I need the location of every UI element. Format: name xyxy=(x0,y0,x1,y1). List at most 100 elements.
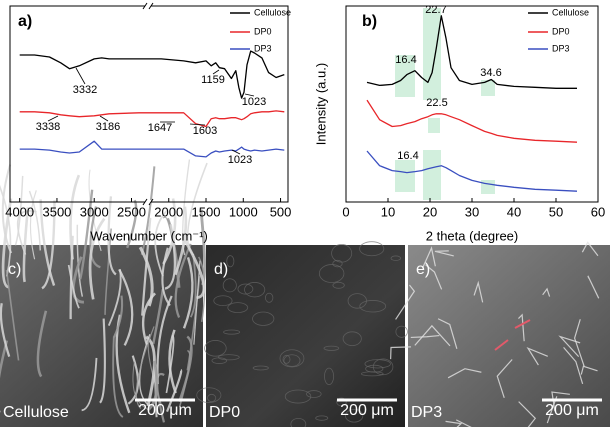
texture xyxy=(29,190,37,260)
texture xyxy=(99,318,106,404)
texture xyxy=(473,280,484,303)
annotation-arrow xyxy=(231,149,241,155)
texture xyxy=(67,264,80,309)
x-tick-label: 2000 xyxy=(154,204,183,219)
texture xyxy=(222,278,237,293)
spectrum-line xyxy=(366,99,578,143)
texture xyxy=(174,243,192,318)
texture xyxy=(154,209,168,277)
texture xyxy=(345,409,364,423)
texture xyxy=(580,365,598,375)
annotation: 1647 xyxy=(148,122,172,134)
texture xyxy=(16,210,37,255)
legend-label: DP0 xyxy=(254,26,272,36)
texture xyxy=(226,255,235,268)
x-axis-label: Wavenumber (cm⁻¹) xyxy=(90,228,208,243)
texture xyxy=(315,415,329,421)
texture xyxy=(364,359,391,369)
texture xyxy=(152,289,164,345)
annotation: 22.7 xyxy=(425,4,446,16)
spectrum-line xyxy=(19,110,285,128)
texture xyxy=(542,287,551,297)
caption: DP3 xyxy=(411,404,442,421)
annotation: 3332 xyxy=(73,84,97,96)
texture xyxy=(558,335,581,358)
peak-highlights xyxy=(395,8,495,200)
x-tick-label: 0 xyxy=(342,204,349,219)
texture xyxy=(336,397,347,407)
texture xyxy=(252,311,275,326)
annotation: 1023 xyxy=(228,154,252,166)
texture xyxy=(332,259,343,268)
texture xyxy=(447,368,482,379)
annotation: 3338 xyxy=(36,121,60,133)
caption: DP0 xyxy=(209,404,240,421)
texture xyxy=(518,401,537,427)
texture xyxy=(518,313,525,342)
texture xyxy=(164,223,176,290)
texture xyxy=(141,217,152,316)
axis-break-gap xyxy=(145,200,151,204)
spectrum-line xyxy=(366,15,577,89)
x-tick-label: 1500 xyxy=(192,204,221,219)
legend-label: Cellulose xyxy=(254,7,291,17)
texture xyxy=(113,295,124,338)
texture xyxy=(174,206,188,276)
x-tick-label: 3500 xyxy=(42,204,71,219)
texture xyxy=(88,217,106,300)
texture xyxy=(390,346,411,360)
texture xyxy=(390,255,402,261)
texture xyxy=(223,329,241,335)
sem-image xyxy=(206,245,405,427)
annotation: 1159 xyxy=(201,74,225,86)
panel-label: a) xyxy=(18,13,32,30)
sem-image xyxy=(0,245,203,427)
texture xyxy=(434,250,454,257)
x-tick-label: 2500 xyxy=(117,204,146,219)
legend-label: Cellulose xyxy=(552,7,589,17)
annotation: 3186 xyxy=(96,121,120,133)
texture xyxy=(318,264,345,283)
arrow xyxy=(494,339,509,351)
axis-break-gap xyxy=(145,4,151,8)
texture xyxy=(1,198,13,289)
annotation-arrow xyxy=(47,115,59,122)
texture xyxy=(342,331,362,346)
annotation-arrow xyxy=(75,67,86,85)
texture xyxy=(81,357,98,412)
y-axis-label: Intensity (a.u.) xyxy=(313,63,328,145)
texture xyxy=(183,238,206,300)
texture xyxy=(189,256,197,318)
texture xyxy=(0,340,9,413)
x-tick-label: 50 xyxy=(549,204,563,219)
texture xyxy=(410,334,440,339)
legend-label: DP0 xyxy=(552,26,570,36)
panel-label: d) xyxy=(214,261,228,278)
texture xyxy=(563,346,584,385)
texture xyxy=(323,345,340,351)
texture xyxy=(211,357,228,364)
spectrum-line xyxy=(19,50,285,99)
x-tick-label: 500 xyxy=(270,204,292,219)
x-tick-label: 40 xyxy=(507,204,521,219)
x-tick-label: 20 xyxy=(423,204,437,219)
panel-label: b) xyxy=(362,13,377,30)
texture xyxy=(178,335,193,403)
texture xyxy=(455,419,472,427)
texture xyxy=(168,329,177,394)
texture xyxy=(39,199,56,286)
annotation: 16.4 xyxy=(397,150,418,162)
annotation-arrow xyxy=(212,69,220,75)
texture xyxy=(207,393,217,403)
texture xyxy=(104,228,112,315)
texture xyxy=(69,174,81,260)
legend-label: DP3 xyxy=(254,43,272,53)
texture xyxy=(1,164,13,254)
texture xyxy=(146,360,159,412)
texture xyxy=(395,325,408,338)
texture xyxy=(22,207,30,283)
texture xyxy=(332,281,345,289)
scale-bar-label: 200 μm xyxy=(340,402,394,419)
annotation: 34.6 xyxy=(480,67,501,79)
texture xyxy=(282,354,291,364)
